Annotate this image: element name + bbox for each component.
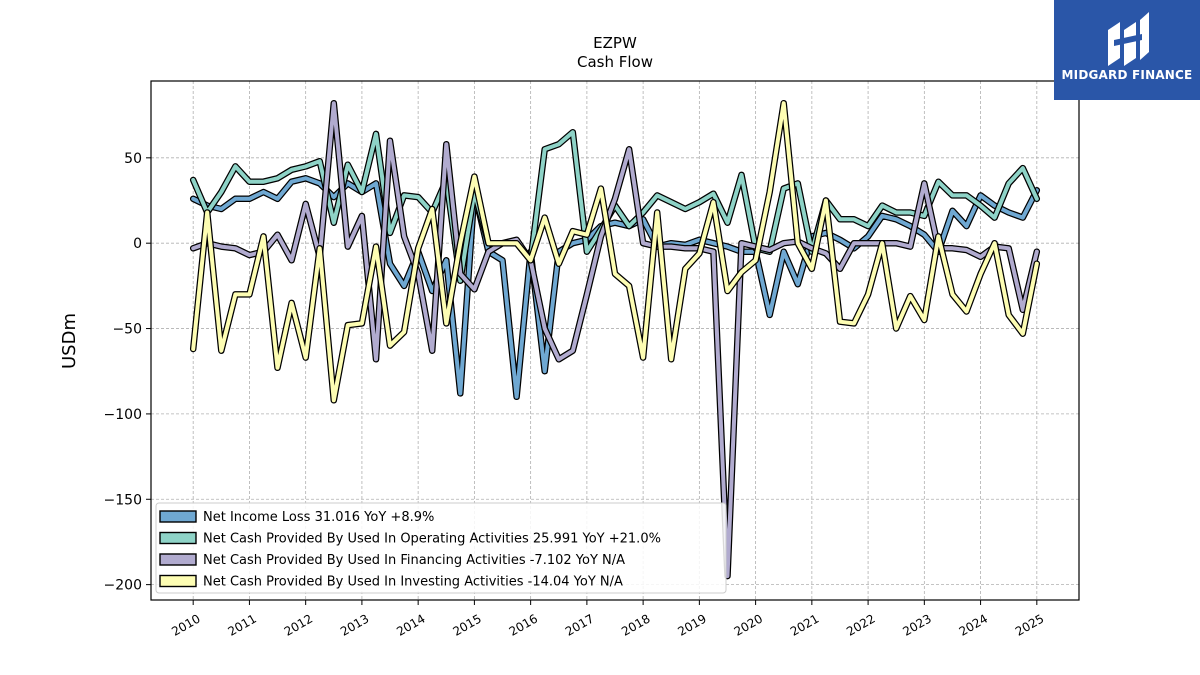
x-tick-label: 2014 <box>394 611 427 638</box>
x-tick-label: 2023 <box>900 611 933 638</box>
y-tick-label: −200 <box>104 578 142 594</box>
y-tick-label: 50 <box>124 151 142 167</box>
series-line-4 <box>191 101 1039 403</box>
x-tick-label: 2010 <box>169 611 202 638</box>
legend: Net Income Loss 31.016 YoY +8.9% Net Cash… <box>155 502 727 594</box>
y-tick-label: 0 <box>133 236 142 252</box>
x-tick-label: 2013 <box>338 611 371 638</box>
chart-subtitle: Cash Flow <box>577 53 653 71</box>
chart-title: EZPW <box>593 34 637 52</box>
legend-swatch <box>159 531 197 545</box>
y-tick-label: −150 <box>104 492 142 508</box>
x-tick-label: 2020 <box>732 611 765 638</box>
legend-label: Net Cash Provided By Used In Investing A… <box>203 575 623 590</box>
x-tick-label: 2018 <box>619 611 652 638</box>
legend-label: Net Income Loss 31.016 YoY +8.9% <box>203 510 434 525</box>
brand-name: MIDGARD FINANCE <box>1061 68 1193 82</box>
plot-frame <box>150 80 1080 601</box>
legend-swatch <box>159 510 197 523</box>
x-tick-label: 2016 <box>507 611 540 638</box>
legend-swatch <box>159 574 197 588</box>
brand-logo: MIDGARD FINANCE <box>1054 0 1200 100</box>
x-tick-label: 2022 <box>844 611 877 638</box>
x-tick-label: 2024 <box>957 611 990 638</box>
legend-swatch <box>159 553 197 566</box>
x-tick-label: 2015 <box>450 611 483 638</box>
y-axis-label: USDm <box>59 313 80 369</box>
series-line-1 <box>191 176 1039 399</box>
series-lines <box>189 99 1041 580</box>
brand-mark-icon <box>1108 12 1149 66</box>
x-tick-label: 2019 <box>675 611 708 638</box>
series-line-3 <box>191 101 1039 579</box>
legend-label: Net Cash Provided By Used In Operating A… <box>203 532 661 547</box>
legend-box <box>155 502 727 594</box>
x-tick-label: 2012 <box>282 611 315 638</box>
x-tick-label: 2011 <box>225 611 258 638</box>
legend-label: Net Cash Provided By Used In Financing A… <box>203 553 625 568</box>
y-tick-label: −50 <box>112 322 142 338</box>
x-tick-label: 2017 <box>563 611 596 638</box>
x-tick-label: 2021 <box>788 611 821 638</box>
y-tick-label: −100 <box>104 407 142 423</box>
x-tick-label: 2025 <box>1013 611 1046 638</box>
